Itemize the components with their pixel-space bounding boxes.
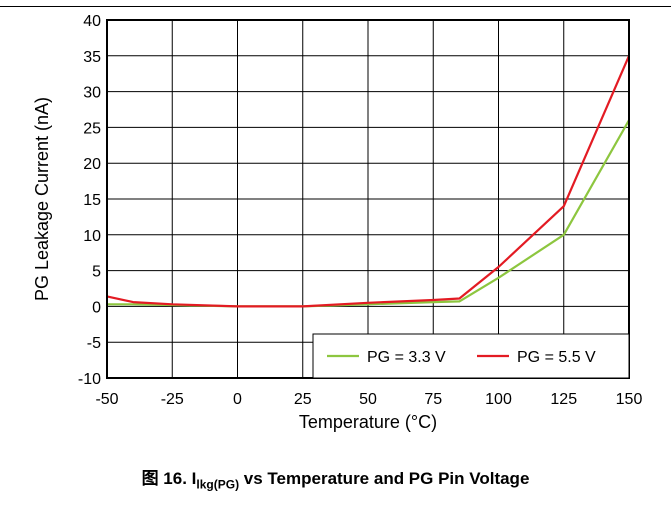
series-line-1	[107, 119, 630, 308]
y-tick-label: 5	[92, 264, 101, 281]
series-line-2	[106, 55, 631, 308]
y-tick-label: 15	[83, 192, 101, 209]
y-tick-label: -10	[78, 371, 101, 388]
legend-label-1: PG = 3.3 V	[367, 349, 446, 366]
x-tick-label: 125	[550, 391, 577, 408]
x-tick-label: 150	[616, 391, 643, 408]
y-tick-label: 30	[83, 85, 101, 102]
y-tick-labels: -10 -5 0 5 10 15 20 25 30 35 40	[78, 13, 101, 388]
y-tick-label: 10	[83, 228, 101, 245]
top-rule	[0, 6, 671, 7]
y-tick-label: -5	[87, 335, 101, 352]
x-tick-label: -25	[161, 391, 184, 408]
series-lines	[106, 55, 631, 308]
y-tick-label: 40	[83, 13, 101, 30]
legend-label-2: PG = 5.5 V	[517, 349, 596, 366]
x-tick-label: 0	[233, 391, 242, 408]
x-tick-label: -50	[95, 391, 118, 408]
x-tick-labels: -50 -25 0 25 50 75 100 125 150	[95, 391, 642, 408]
x-tick-label: 50	[359, 391, 377, 408]
caption-suffix: vs Temperature and PG Pin Voltage	[239, 469, 530, 488]
figure-caption: 图 16. Ilkg(PG) vs Temperature and PG Pin…	[0, 464, 671, 491]
x-tick-label: 75	[424, 391, 442, 408]
y-tick-label: 20	[83, 156, 101, 173]
legend: PG = 3.3 V PG = 5.5 V	[312, 333, 630, 379]
leakage-current-chart: -50 -25 0 25 50 75 100 125 150 -10-5051015202530…	[32, 13, 642, 432]
caption-subscript: lkg(PG)	[196, 477, 240, 492]
y-axis-label: PG Leakage Current (nA)	[32, 97, 52, 301]
x-axis-label: Temperature (°C)	[299, 412, 437, 432]
y-tick-label: 0	[92, 299, 101, 316]
y-tick-label: 25	[83, 120, 101, 137]
caption-prefix: 图 16. I	[141, 469, 197, 488]
legend-box	[312, 333, 630, 379]
grid	[106, 19, 630, 379]
x-tick-label: 25	[294, 391, 312, 408]
x-tick-label: 100	[485, 391, 512, 408]
y-tick-label: 35	[83, 49, 101, 66]
